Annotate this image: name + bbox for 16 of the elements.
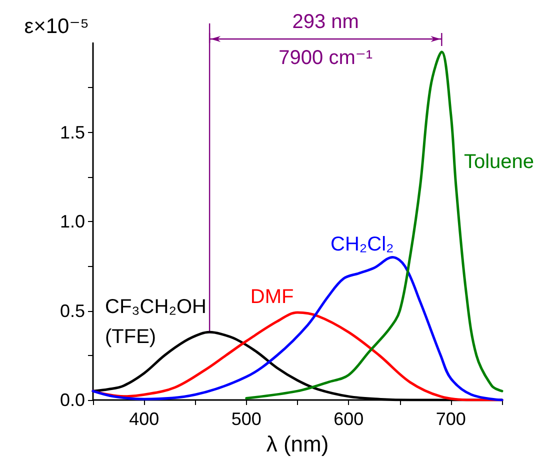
x-tick-label: 700: [436, 409, 466, 429]
y-tick-label: 0.5: [60, 300, 85, 321]
text: 293 nm: [292, 11, 359, 33]
x-tick-label: 600: [334, 409, 364, 429]
y-axis-title: ε×10⁻⁵: [24, 15, 89, 38]
series-label: Toluene: [464, 150, 534, 173]
x-tick-label: 400: [129, 409, 160, 429]
y-tick-label: 1.0: [60, 212, 85, 232]
y-tick-label: 1.5: [60, 122, 85, 142]
y-tick-label: 0.0: [60, 390, 85, 410]
x-axis-title: λ (nm): [266, 431, 329, 456]
series-label: CF₃CH₂OH (TFE): [105, 296, 206, 348]
annotation: 7900 cm⁻¹: [278, 47, 373, 69]
series-label: DMF: [250, 286, 294, 308]
series-label: CH₂Cl₂: [330, 234, 394, 256]
x-tick-label: 500: [231, 409, 262, 429]
